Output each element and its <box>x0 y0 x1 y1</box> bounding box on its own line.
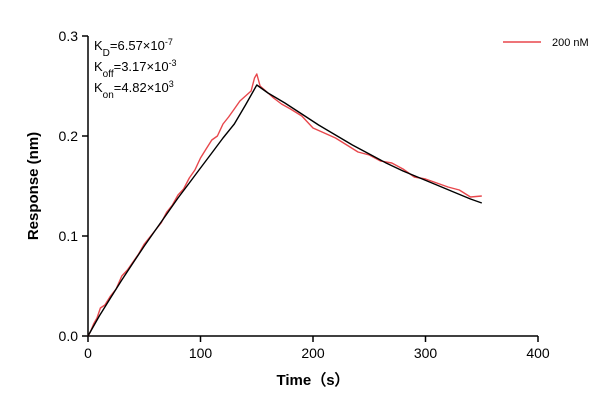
legend-label: 200 nM <box>552 37 589 49</box>
fit-curve <box>87 84 483 337</box>
x-tick-label: 300 <box>414 345 438 361</box>
kinetic-constant-d: KD=6.57×10-7 <box>94 37 173 59</box>
ticks: 0 100 200 300 400 0.0 0.1 0.2 0.3 <box>59 28 550 361</box>
x-tick-label: 200 <box>301 345 325 361</box>
x-tick-label: 100 <box>189 345 213 361</box>
x-tick-label: 0 <box>84 345 92 361</box>
x-axis-title: Time（s） <box>276 371 349 389</box>
y-axis-title: Response (nm) <box>25 132 42 240</box>
legend: 200 nM <box>503 37 589 49</box>
y-tick-label: 0.1 <box>59 228 79 244</box>
y-tick-label: 0.0 <box>59 328 79 344</box>
y-tick-label: 0.3 <box>59 28 79 44</box>
y-tick-label: 0.2 <box>59 128 79 144</box>
series-layer <box>87 73 483 337</box>
series-line-200-nm <box>87 73 482 337</box>
x-tick-label: 400 <box>526 345 550 361</box>
kinetic-constant-off: Koff=3.17×10-3 <box>94 58 177 80</box>
kinetic-constant-on: Kon=4.82×103 <box>94 79 174 101</box>
